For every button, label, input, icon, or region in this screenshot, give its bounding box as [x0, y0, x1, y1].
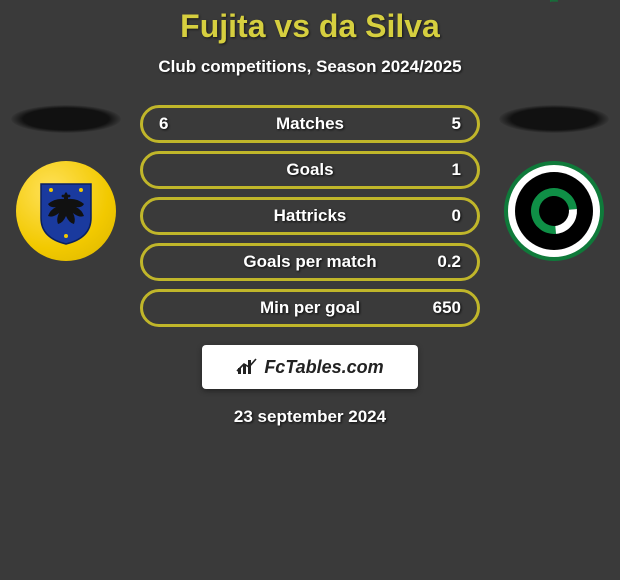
stat-label: Min per goal — [209, 298, 411, 318]
stat-right-value: 0.2 — [411, 252, 461, 272]
left-crest-column — [6, 105, 126, 261]
date-text: 23 september 2024 — [0, 407, 620, 427]
shield-eagle-icon — [31, 176, 101, 246]
stat-right-value: 1 — [411, 160, 461, 180]
stat-row: Goals 1 — [140, 151, 480, 189]
stat-label: Hattricks — [209, 206, 411, 226]
branding-text: FcTables.com — [264, 357, 383, 378]
page-title: Fujita vs da Silva — [0, 8, 620, 45]
comparison-card: Fujita vs da Silva Club competitions, Se… — [0, 0, 620, 427]
stat-right-value: 0 — [411, 206, 461, 226]
stat-label: Goals — [209, 160, 411, 180]
stat-row: 6 Matches 5 — [140, 105, 480, 143]
stats-section: 6 Matches 5 Goals 1 Hattricks 0 Goals pe… — [0, 105, 620, 327]
stat-right-value: 650 — [411, 298, 461, 318]
stat-label: Goals per match — [209, 252, 411, 272]
right-crest-column: ♛ — [494, 105, 614, 261]
stat-row: Goals per match 0.2 — [140, 243, 480, 281]
branding-badge: FcTables.com — [202, 345, 418, 389]
team-crest-right: ♛ — [504, 161, 604, 261]
stat-left-value: 6 — [159, 114, 209, 134]
ring-c-icon — [515, 172, 593, 250]
shadow-ellipse-icon — [499, 105, 609, 133]
stat-right-value: 5 — [411, 114, 461, 134]
stat-bars: 6 Matches 5 Goals 1 Hattricks 0 Goals pe… — [126, 105, 494, 327]
stat-label: Matches — [209, 114, 411, 134]
bar-chart-icon — [236, 358, 258, 376]
stat-row: Hattricks 0 — [140, 197, 480, 235]
team-crest-left — [16, 161, 116, 261]
shadow-ellipse-icon — [11, 105, 121, 133]
page-subtitle: Club competitions, Season 2024/2025 — [0, 57, 620, 77]
crown-icon: ♛ — [546, 0, 562, 7]
stat-row: Min per goal 650 — [140, 289, 480, 327]
